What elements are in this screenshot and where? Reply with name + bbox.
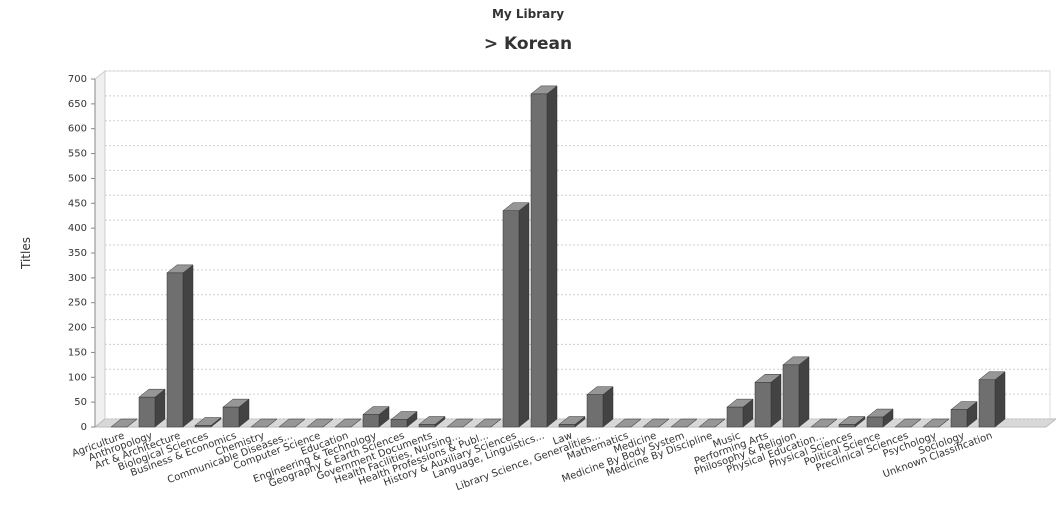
bar [138,388,166,428]
bar [810,418,838,428]
y-tick-label: 0 [81,422,87,433]
bar [334,418,362,428]
bar [614,418,642,428]
bar [754,373,782,428]
bar-front [194,425,212,428]
bar [390,411,418,428]
bar-top [278,418,306,428]
bar-front [138,396,156,428]
bar [474,418,502,428]
bar [782,356,810,428]
bar [502,202,530,428]
chart-subtitle: > Korean [484,34,572,54]
bar-front [782,364,800,428]
bar-front [978,379,996,428]
y-tick-label: 100 [68,372,87,383]
y-tick-label: 550 [68,149,87,160]
bar-front [418,424,436,428]
y-tick-label: 650 [68,99,87,110]
y-tick-label: 150 [68,347,87,358]
bar [166,264,194,428]
y-tick-label: 50 [74,397,87,408]
y-tick-label: 700 [68,74,87,85]
y-tick-label: 600 [68,124,87,135]
bar-front [754,382,772,428]
bar-front [838,424,856,428]
bar-front [166,272,184,428]
bar-top [110,418,138,428]
bar-front [950,409,968,428]
bar-side [994,371,1006,428]
bar [866,408,894,428]
y-tick-label: 300 [68,273,87,284]
bar [418,415,446,428]
bar-top [474,418,502,428]
bar-front [726,406,744,428]
bar [726,398,754,428]
bar-front [362,414,380,428]
y-tick-label: 250 [68,298,87,309]
chart-title: My Library [492,7,564,21]
bar [838,415,866,428]
bar-side [518,202,530,428]
bar-side [182,264,194,428]
bar-top [334,418,362,428]
bar-front [586,394,604,428]
bar-top [810,418,838,428]
bar [194,416,222,428]
bar [306,418,334,428]
bar [110,418,138,428]
bar [530,85,558,428]
bar [362,406,390,428]
bar [250,418,278,428]
bar [670,418,698,428]
bar [222,398,250,428]
bar [642,418,670,428]
bar-top [922,418,950,428]
bar-top [446,418,474,428]
bar-front [866,416,884,428]
bar-top [698,418,726,428]
bar-front [222,406,240,428]
y-tick-label: 500 [68,173,87,184]
y-tick-label: 350 [68,248,87,259]
bar-top [642,418,670,428]
bar [446,418,474,428]
bar-top [250,418,278,428]
bar-side [546,85,558,428]
bar [698,418,726,428]
bar-front [530,93,548,428]
y-tick-label: 400 [68,223,87,234]
bar [558,415,586,428]
bar-top [894,418,922,428]
plot-left-wall [94,69,106,429]
bar-front [390,419,408,428]
bar-side [798,356,810,428]
bar [894,418,922,428]
bar [278,418,306,428]
bar-side [770,373,782,428]
bar [978,371,1006,428]
y-tick-label: 450 [68,198,87,209]
bar [950,401,978,428]
bar-front [558,424,576,428]
bar-top [306,418,334,428]
bar-top [670,418,698,428]
bar-top [614,418,642,428]
y-axis-label: Titles [19,237,33,270]
bar-front [502,210,520,428]
bar [922,418,950,428]
bar [586,386,614,428]
y-tick-label: 200 [68,323,87,334]
